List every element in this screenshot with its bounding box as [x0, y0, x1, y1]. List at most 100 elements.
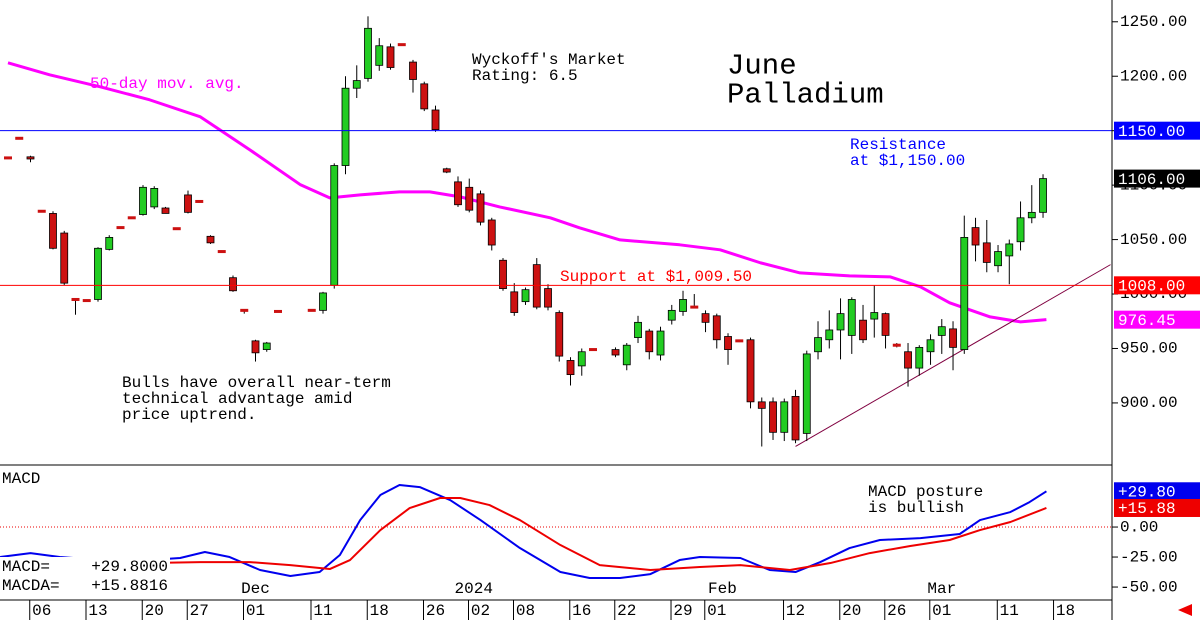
candle-body [229, 277, 237, 292]
candle-body [611, 349, 620, 356]
candle-body [836, 313, 845, 331]
y-tick-label: -50.00 [1120, 578, 1178, 596]
annotation: Rating: 6.5 [472, 67, 578, 85]
macd-line [0, 484, 1047, 580]
scroll-arrow[interactable] [1178, 604, 1192, 616]
price-tag [1114, 482, 1200, 501]
annotation: MACD posture [868, 483, 983, 501]
candle-body [409, 61, 417, 80]
candle-body [870, 312, 879, 320]
x-tick-label: 08 [516, 602, 535, 620]
candle-body [26, 156, 35, 160]
price-tag-label: 1008.00 [1118, 278, 1185, 296]
x-tick-label: 02 [471, 602, 490, 620]
candle-body [319, 292, 327, 311]
candle-body [1016, 217, 1025, 243]
candle-body [150, 187, 159, 208]
price-tag-label: 1106.00 [1118, 171, 1185, 189]
annotation: technical advantage amid [122, 390, 352, 408]
candle-body [431, 109, 440, 130]
price-tag [1114, 121, 1200, 140]
readout-label: MACD= [2, 558, 50, 576]
annotation: at $1,150.00 [850, 152, 965, 170]
candle-body [1027, 211, 1036, 219]
candle-body [994, 251, 1002, 267]
month-label: Mar [927, 580, 956, 598]
candle-body [49, 213, 57, 249]
candle-body [251, 340, 260, 354]
candle-body [442, 168, 451, 173]
x-tick-label: 27 [190, 602, 209, 620]
price-tag-label: 976.45 [1118, 312, 1176, 330]
x-tick-label: 11 [1000, 602, 1019, 620]
x-tick-label: 29 [673, 602, 692, 620]
x-tick-label: 11 [313, 602, 332, 620]
candle-body [566, 360, 575, 376]
candle-body [757, 401, 766, 409]
candle-body [139, 186, 147, 215]
price-tag-label: +29.80 [1118, 483, 1176, 501]
candle-body [645, 330, 654, 353]
y-tick-label: -25.00 [1120, 548, 1178, 566]
candle-body [701, 313, 710, 323]
x-tick-label: 20 [145, 602, 164, 620]
candle-body [679, 299, 687, 312]
candle-body [814, 337, 822, 353]
candle-body [982, 242, 991, 263]
candle-body [465, 186, 474, 211]
x-tick-label: 22 [617, 602, 636, 620]
x-tick-label: 18 [1056, 602, 1075, 620]
candle-body [364, 27, 372, 79]
candle-body [105, 237, 114, 250]
candle-body [634, 321, 642, 338]
x-tick-label: 26 [426, 602, 445, 620]
panel-title: MACD [2, 470, 40, 488]
annotation: Wyckoff's Market [472, 51, 626, 69]
price-tag-label: +15.88 [1118, 500, 1176, 518]
readout-value: +15.8816 [91, 577, 168, 595]
candle-body [724, 336, 732, 350]
candle-body [904, 351, 912, 369]
candle-body [555, 312, 564, 357]
candle-body [60, 232, 69, 284]
x-tick-label: 13 [88, 602, 107, 620]
candle-body [915, 346, 924, 369]
price-tag [1114, 310, 1200, 329]
candle-body [476, 193, 485, 223]
candle-body [971, 227, 980, 246]
candle-body [521, 289, 530, 303]
month-label: Feb [708, 580, 737, 598]
candle-body [184, 194, 192, 213]
candle-body [420, 83, 429, 110]
chart-title: Palladium [727, 79, 884, 112]
month-label: Dec [241, 580, 270, 598]
candle-body [544, 288, 552, 308]
y-tick-label: 1250.00 [1120, 13, 1187, 31]
x-tick-label: 01 [707, 602, 726, 620]
macd-line [0, 497, 1047, 571]
month-label: 2024 [455, 580, 493, 598]
readout-box [0, 557, 170, 599]
candle-body [960, 237, 969, 350]
candle-body [454, 181, 462, 206]
candle-body [206, 235, 215, 244]
candle-body [487, 219, 496, 246]
x-tick-label: 01 [932, 602, 951, 620]
y-tick-label: 950.00 [1120, 340, 1178, 358]
x-tick-label: 06 [32, 602, 51, 620]
readout-label: MACDA= [2, 577, 60, 595]
candle-body [330, 165, 339, 286]
price-tag [1114, 169, 1200, 188]
candle-body [712, 315, 721, 341]
candle-body [802, 353, 811, 434]
candle-body [94, 247, 102, 300]
candle-body [937, 326, 946, 336]
moving-average [7, 61, 1047, 324]
y-tick-label: 900.00 [1120, 394, 1178, 412]
readout-value: +29.8000 [91, 558, 168, 576]
x-tick-label: 12 [786, 602, 805, 620]
candle-body [949, 328, 957, 348]
candle-body [656, 330, 665, 356]
annotation: Bulls have overall near-term [122, 374, 391, 392]
